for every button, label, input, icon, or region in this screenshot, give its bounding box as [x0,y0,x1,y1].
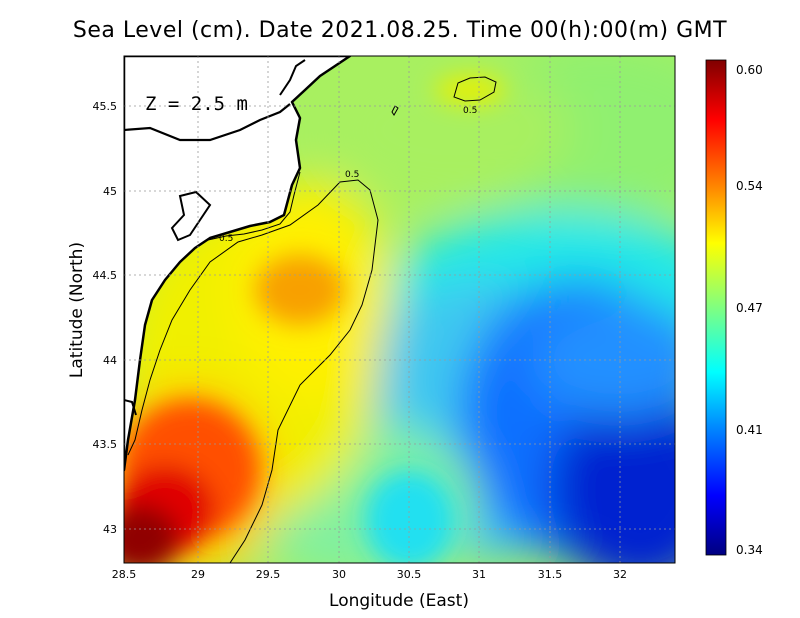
y-tick-labels: 43 43.5 44 44.5 45 45.5 [93,100,118,536]
map-title: Sea Level (cm). Date 2021.08.25. Time 00… [72,18,728,43]
x-axis-label: Longitude (East) [329,591,469,611]
x-tick-label: 31 [472,568,486,581]
y-tick-label: 43 [103,523,117,536]
x-tick-label: 30 [332,568,346,581]
contour-0.5 [127,76,497,563]
y-axis-label: Latitude (North) [67,242,87,378]
colorbar-tick-label: 0.41 [736,423,763,437]
sea-level-field [124,56,675,563]
colorbar-tick-labels: 0.34 0.41 0.47 0.54 0.60 [736,63,763,557]
colorbar [705,59,727,556]
y-tick-label: 45.5 [93,100,118,113]
grid-lines [124,56,675,563]
y-tick-label: 44 [103,354,117,367]
x-tick-label: 29 [191,568,205,581]
colorbar-tick-label: 0.47 [736,301,763,315]
colorbar-tick-label: 0.54 [736,179,763,193]
depth-label: Z = 2.5 m [145,93,248,115]
contour-label: 0.5 [345,170,359,180]
y-tick-label: 43.5 [93,438,118,451]
land-mass [124,56,352,472]
x-tick-label: 29.5 [256,568,281,581]
contour-label: 0.5 [463,106,477,116]
plot-frame [123,55,676,564]
contour-labels: 0.5 0.5 0.5 [219,106,477,244]
contour-label: 0.5 [219,234,233,244]
y-tick-label: 45 [103,185,117,198]
x-tick-label: 31.5 [538,568,563,581]
colorbar-tick-label: 0.34 [736,543,763,557]
colorbar-tick-label: 0.60 [736,63,763,77]
x-tick-labels: 28.5 29 29.5 30 30.5 31 31.5 32 [112,568,627,581]
x-tick-label: 30.5 [397,568,422,581]
y-tick-label: 44.5 [93,269,118,282]
x-tick-label: 32 [613,568,627,581]
x-tick-label: 28.5 [112,568,137,581]
